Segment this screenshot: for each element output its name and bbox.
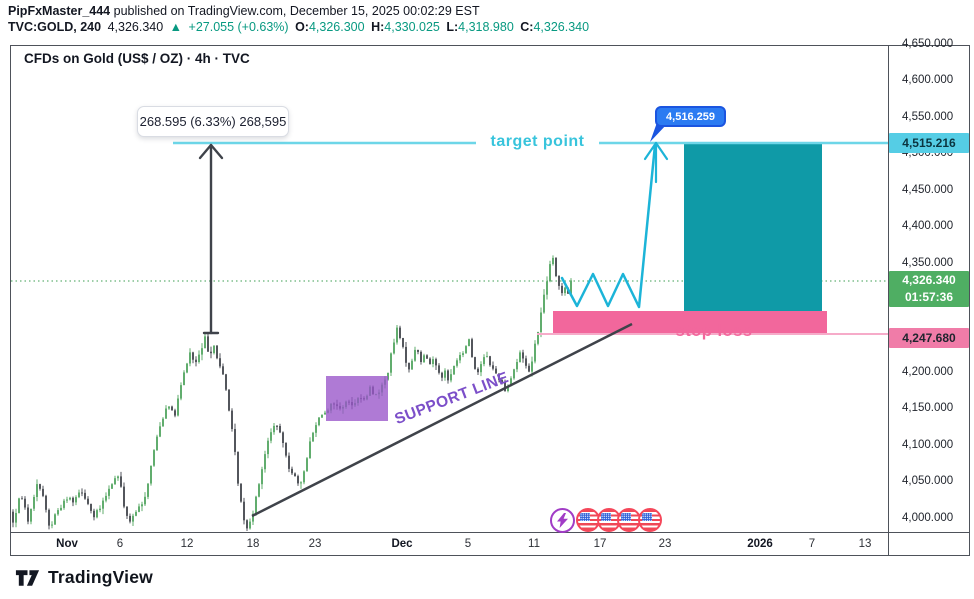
time-tick-label: 17 xyxy=(593,538,607,550)
time-tick-label: Dec xyxy=(391,538,413,550)
support-trendline[interactable] xyxy=(251,322,633,518)
attribution-bar: PipFxMaster_444 published on TradingView… xyxy=(8,4,480,18)
flag-canton xyxy=(642,513,652,521)
time-tick-label: 23 xyxy=(308,538,322,550)
chart-legend-title[interactable]: CFDs on Gold (US$ / OZ) · 4h · TVC xyxy=(24,51,250,66)
price-tick-label: 4,550.000 xyxy=(902,111,954,123)
last-price-value: 4,326.340 xyxy=(902,273,956,287)
price-change: +27.055 (+0.63%) xyxy=(188,20,289,34)
author-name[interactable]: PipFxMaster_444 xyxy=(8,4,111,18)
time-tick-label: 13 xyxy=(858,538,872,550)
tradingview-logo-text: TradingView xyxy=(48,567,153,587)
price-tick-label: 4,450.000 xyxy=(902,184,954,196)
arrow-mark-up-icon[interactable] xyxy=(643,141,669,184)
flag-canton xyxy=(601,513,611,521)
symbol-info-bar: TVC:GOLD, 240 4,326.340 ▲ +27.055 (+0.63… xyxy=(8,20,592,34)
high-label: H: xyxy=(371,20,385,34)
teal-projection-box[interactable] xyxy=(684,142,822,311)
open-value: 4,326.300 xyxy=(308,20,365,34)
lightning-bolt-icon xyxy=(557,513,568,528)
target-point-label[interactable]: target point xyxy=(490,133,585,150)
price-range-measure-label[interactable]: 268.595 (6.33%) 268,595 xyxy=(137,106,289,137)
flag-canton xyxy=(621,513,631,521)
us-flag-event-icon[interactable] xyxy=(597,508,621,532)
symbol-interval[interactable]: TVC:GOLD, 240 xyxy=(8,20,102,34)
time-tick-label: 6 xyxy=(116,538,124,550)
price-callout[interactable]: 4,516.259 xyxy=(655,106,726,127)
target-price-badge: 4,515.216 xyxy=(889,133,969,153)
open-label: O: xyxy=(295,20,309,34)
time-tick-label: 11 xyxy=(528,538,540,550)
time-tick-label: 12 xyxy=(180,538,194,550)
low-value: 4,318.980 xyxy=(458,20,514,34)
price-tick-label: 4,200.000 xyxy=(902,366,954,378)
price-tick-label: 4,350.000 xyxy=(902,257,954,269)
price-tick-label: 4,150.000 xyxy=(902,402,954,414)
low-label: L: xyxy=(446,20,459,34)
time-tick-label: 18 xyxy=(246,538,260,550)
bar-countdown: 01:57:36 xyxy=(904,290,954,304)
stop-price-badge: 4,247.680 xyxy=(889,328,969,348)
time-tick-label: 23 xyxy=(658,538,672,550)
price-tick-label: 4,100.000 xyxy=(902,439,954,451)
flag-canton xyxy=(580,513,590,521)
time-tick-label: 2026 xyxy=(747,538,773,550)
last-price-badge: 4,326.340 01:57:36 xyxy=(889,271,969,307)
price-tick-label: 4,600.000 xyxy=(902,74,954,86)
stop-loss-label[interactable]: stop loss xyxy=(675,322,753,340)
time-tick-label: 5 xyxy=(464,538,472,550)
lightning-event-icon[interactable] xyxy=(550,508,575,533)
last-price: 4,326.340 xyxy=(107,20,164,34)
high-value: 4,330.025 xyxy=(384,20,440,34)
price-tick-label: 4,650.000 xyxy=(902,38,954,50)
purple-consolidation-box[interactable] xyxy=(326,376,388,421)
tradingview-logo-icon xyxy=(15,569,40,586)
us-flag-event-icon[interactable] xyxy=(576,508,600,532)
price-tick-label: 4,400.000 xyxy=(902,220,954,232)
tradingview-logo[interactable]: TradingView xyxy=(14,567,153,588)
us-flag-event-icon[interactable] xyxy=(638,508,662,532)
publish-info: published on TradingView.com, December 1… xyxy=(110,4,480,18)
price-tick-label: 4,050.000 xyxy=(902,475,954,487)
close-value: 4,326.340 xyxy=(533,20,590,34)
time-tick-label: Nov xyxy=(56,538,78,550)
zigzag-projection[interactable] xyxy=(560,143,657,309)
price-tick-label: 4,000.000 xyxy=(902,512,954,524)
measure-arrow[interactable] xyxy=(198,143,224,335)
time-tick-label: 7 xyxy=(808,538,816,550)
up-arrow-icon: ▲ xyxy=(169,20,183,34)
chart-frame xyxy=(10,45,970,556)
close-label: C: xyxy=(520,20,534,34)
